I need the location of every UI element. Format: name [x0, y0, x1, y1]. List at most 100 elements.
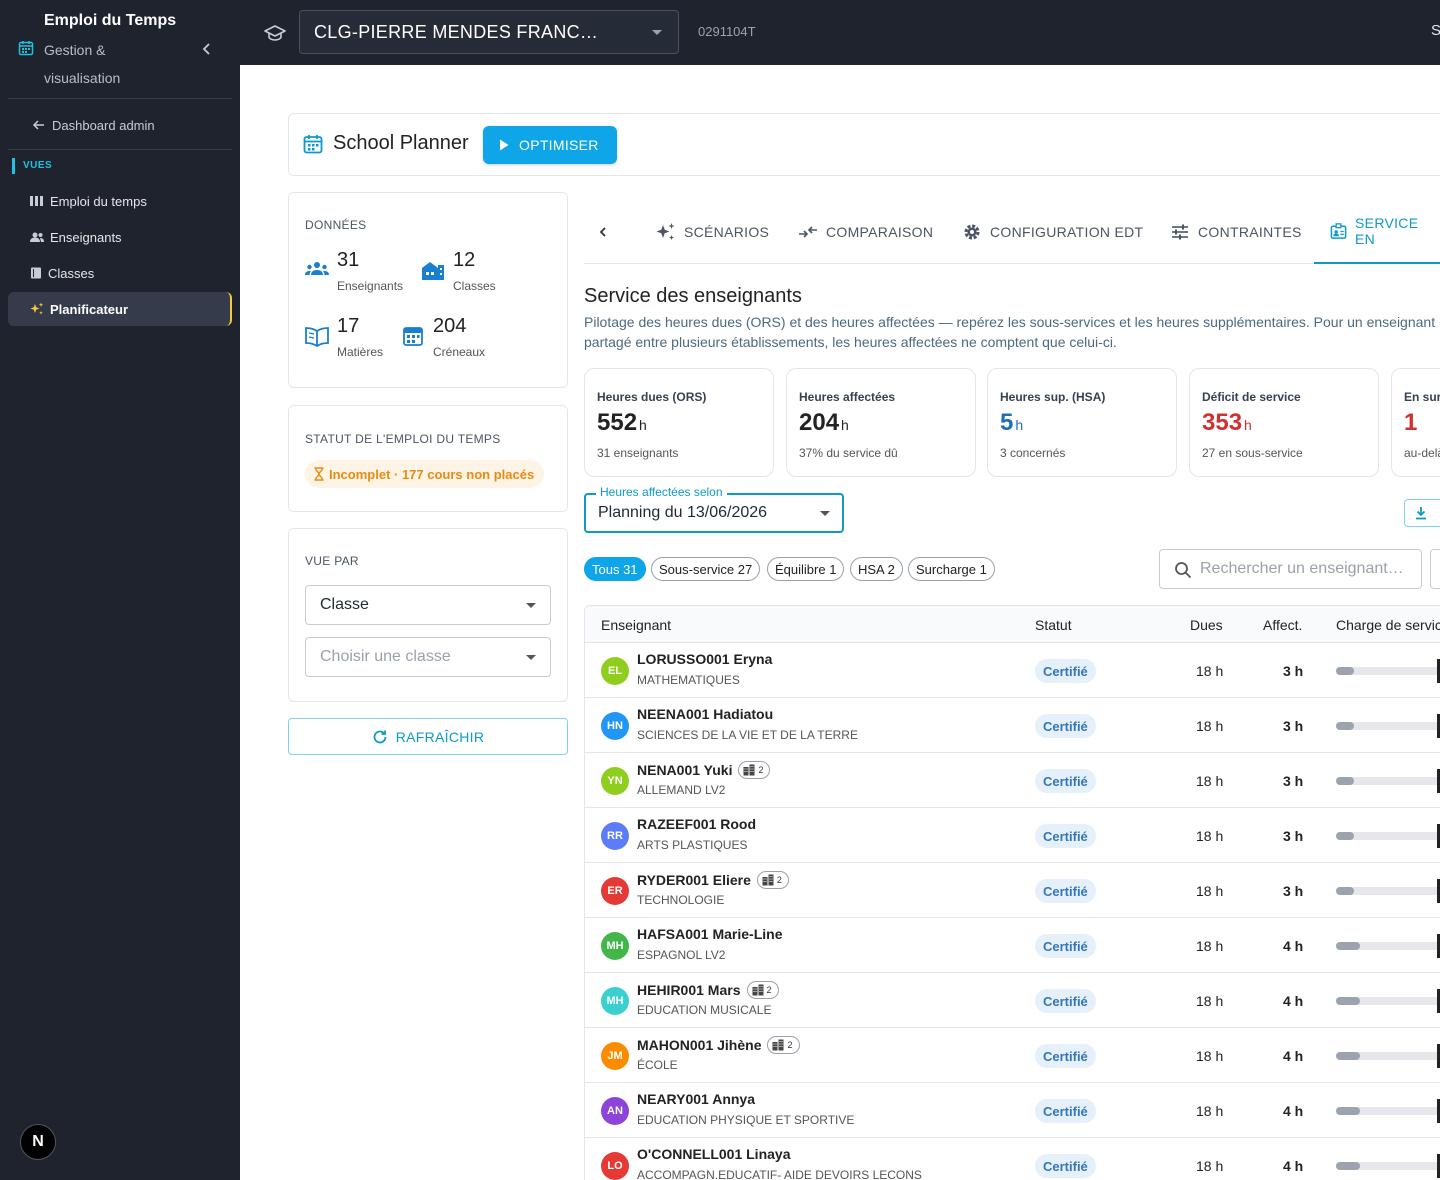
collapse-chevron-icon[interactable]: [198, 40, 216, 58]
avatar: EL: [601, 657, 629, 685]
optimize-button[interactable]: OPTIMISER: [483, 126, 617, 164]
tabs-bar: SCÉNARIOS COMPARAISON CONFIGURATION EDT …: [584, 200, 1440, 264]
planning-select[interactable]: Heures affectées selon Planning du 13/06…: [584, 485, 844, 533]
avatar: JM: [601, 1042, 629, 1070]
table-row[interactable]: MH HEHIR001 Mars 2 EDUCATION MUSICALE Certif…: [585, 973, 1440, 1028]
export-button[interactable]: [1404, 499, 1440, 527]
dues-cell: 18 h: [1196, 718, 1224, 734]
sidebar-header: Emploi du Temps Gestion & visualisation: [0, 0, 240, 98]
filter-chip-equilibre[interactable]: Équilibre 1: [767, 557, 845, 581]
multi-school-count: 2: [787, 1040, 793, 1050]
teacher-name-cell: HEHIR001 Mars 2: [637, 981, 779, 999]
refresh-button[interactable]: RAFRAÎCHIR: [288, 718, 568, 755]
table-row[interactable]: LO O'CONNELL001 Linaya ACCOMPAGN.EDUCATIF-…: [585, 1138, 1440, 1180]
service-title: Service des enseignants: [584, 285, 802, 307]
charge-bar: [1336, 997, 1440, 1005]
service-description: Pilotage des heures dues (ORS) et des he…: [584, 314, 1436, 350]
dashboard-admin-link[interactable]: Dashboard admin: [32, 116, 155, 134]
status-badge: Certifié: [1035, 1099, 1096, 1123]
optimize-label: OPTIMISER: [519, 137, 599, 153]
column-header-status[interactable]: Statut: [1035, 617, 1072, 633]
charge-bar-fill: [1336, 1052, 1360, 1060]
kpi-label: Heures affectées: [799, 390, 896, 404]
kpi-deficit: Déficit de service 353 h 27 en sous-servi…: [1189, 368, 1379, 477]
app-subtitle: Gestion & visualisation: [44, 42, 121, 86]
status-badge: Certifié: [1035, 769, 1096, 793]
table-row[interactable]: AN NEARY001 Annya EDUCATION PHYSIQUE ET SP…: [585, 1083, 1440, 1138]
teacher-search-input[interactable]: Rechercher un enseignant…: [1159, 549, 1422, 589]
table-row[interactable]: HN NEENA001 Hadiatou SCIENCES DE LA VIE ET…: [585, 698, 1440, 753]
sliders-icon: [1172, 224, 1188, 240]
buildings-icon: [743, 764, 755, 776]
table-row[interactable]: JM MAHON001 Jihène 2 ÉCOLE Certifié 18 h 4 h: [585, 1028, 1440, 1083]
column-header-teacher[interactable]: Enseignant: [601, 617, 672, 633]
vue-par-card: VUE PAR Classe Choisir une classe: [288, 528, 568, 702]
affect-cell: 4 h: [1283, 993, 1304, 1009]
avatar: YN: [601, 767, 629, 795]
kpi-sub: 31 enseignants: [597, 446, 679, 460]
user-menu[interactable]: S: [1431, 22, 1440, 39]
class-select[interactable]: Choisir une classe: [305, 637, 551, 677]
tab-label: COMPARAISON: [826, 224, 934, 240]
teacher-name-cell: HAFSA001 Marie-Line: [637, 926, 782, 942]
tab-configuration-edt[interactable]: CONFIGURATION EDT: [962, 200, 1143, 264]
badge-icon: [1330, 223, 1347, 239]
avatar: MH: [601, 932, 629, 960]
sidebar: Emploi du Temps Gestion & visualisation …: [0, 0, 240, 1180]
teacher-name: NEENA001 Hadiatou: [637, 706, 774, 722]
school-select[interactable]: CLG-PIERRE MENDES FRANC…: [299, 10, 679, 54]
column-header-dues[interactable]: Dues: [1190, 617, 1223, 633]
caret-down-icon: [526, 655, 536, 660]
table-row[interactable]: RR RAZEEF001 Rood ARTS PLASTIQUES Certifié 1…: [585, 808, 1440, 863]
filter-chip-tous[interactable]: Tous 31: [584, 557, 646, 581]
tabs-scroll-left[interactable]: [596, 200, 610, 264]
teacher-name: LORUSSO001 Eryna: [637, 651, 773, 667]
stat-value: 31: [337, 249, 360, 271]
tab-contraintes[interactable]: CONTRAINTES: [1170, 200, 1302, 264]
column-header-affect[interactable]: Affect.: [1263, 617, 1303, 633]
status-badge: Incomplet · 177 cours non placés: [305, 460, 545, 488]
sidebar-item-label: Planificateur: [50, 301, 129, 317]
secondary-filter-select[interactable]: [1430, 549, 1440, 589]
teacher-subject: MATHEMATIQUES: [637, 673, 740, 687]
affect-cell: 4 h: [1283, 1048, 1304, 1064]
table-row[interactable]: ER RYDER001 Eliere 2 TECHNOLOGIE Certifié 18 …: [585, 863, 1440, 918]
charge-target-marker: [1437, 769, 1440, 793]
sidebar-item-enseignants[interactable]: Enseignants: [8, 220, 232, 254]
view-by-select[interactable]: Classe: [305, 585, 551, 625]
charge-bar: [1336, 667, 1440, 675]
filter-chip-surcharge[interactable]: Surcharge 1: [908, 557, 995, 581]
kpi-label: Heures sup. (HSA): [1000, 390, 1106, 404]
search-placeholder: Rechercher un enseignant…: [1200, 560, 1404, 577]
status-badge-text: Incomplet · 177 cours non placés: [329, 466, 535, 482]
kpi-unit: h: [841, 417, 849, 433]
sidebar-item-planificateur[interactable]: Planificateur: [8, 292, 232, 326]
status-badge: Certifié: [1035, 879, 1096, 903]
multi-school-badge: 2: [746, 981, 779, 999]
teacher-name: MAHON001 Jihène: [637, 1037, 762, 1053]
filter-chip-sous-service[interactable]: Sous-service 27: [651, 557, 761, 581]
teacher-subject: ESPAGNOL LV2: [637, 948, 726, 962]
school-code: 0291104T: [698, 24, 756, 39]
tab-service-enseignants[interactable]: SERVICE EN: [1314, 200, 1440, 264]
framework-badge[interactable]: N: [20, 1124, 56, 1160]
avatar: RR: [601, 822, 629, 850]
sidebar-item-classes[interactable]: Classes: [8, 256, 232, 290]
table-row[interactable]: YN NENA001 Yuki 2 ALLEMAND LV2 Certifié 18 h 3…: [585, 753, 1440, 808]
kpi-number: 5: [1000, 409, 1014, 436]
kpi-number: 353: [1202, 409, 1243, 436]
column-header-charge[interactable]: Charge de servic: [1336, 617, 1440, 633]
charge-target-marker: [1437, 714, 1440, 738]
sparkles-icon: [656, 223, 675, 240]
charge-target-marker: [1437, 1044, 1440, 1068]
filter-chip-hsa[interactable]: HSA 2: [850, 557, 903, 581]
tab-scenarios[interactable]: SCÉNARIOS: [656, 200, 769, 264]
table-row[interactable]: MH HAFSA001 Marie-Line ESPAGNOL LV2 Certifi…: [585, 918, 1440, 973]
table-row[interactable]: EL LORUSSO001 Eryna MATHEMATIQUES Certifié 1…: [585, 643, 1440, 698]
charge-target-marker: [1437, 1154, 1440, 1178]
sidebar-item-emploi-du-temps[interactable]: Emploi du temps: [8, 184, 232, 218]
chevron-left-icon: [599, 227, 606, 237]
tab-comparaison[interactable]: COMPARAISON: [798, 200, 933, 264]
